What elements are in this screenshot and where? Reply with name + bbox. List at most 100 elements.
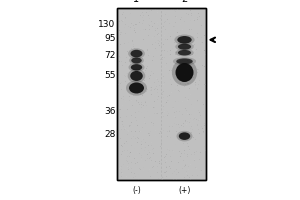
Point (202, 124, 207, 127)
Point (133, 116, 138, 119)
Point (169, 69, 174, 72)
Point (142, 129, 146, 132)
Point (126, 40, 131, 44)
Point (116, 92, 120, 95)
Point (176, 29, 181, 33)
Point (194, 83, 198, 86)
Point (116, 49, 121, 52)
Point (155, 98, 160, 101)
Point (163, 20, 168, 24)
Point (187, 155, 192, 159)
Point (160, 175, 165, 178)
Point (174, 163, 179, 167)
Point (182, 157, 186, 160)
Point (165, 38, 170, 41)
Point (119, 128, 124, 131)
Point (153, 134, 158, 137)
Point (129, 90, 134, 93)
Point (180, 72, 184, 75)
Point (149, 133, 154, 137)
Point (174, 88, 179, 92)
Point (125, 50, 130, 53)
Point (188, 57, 193, 60)
Point (119, 60, 124, 63)
Point (182, 152, 187, 155)
Point (198, 140, 203, 143)
Point (194, 59, 199, 63)
Point (173, 63, 178, 66)
Point (138, 93, 143, 96)
Point (178, 41, 183, 45)
Point (171, 150, 176, 153)
Point (174, 31, 179, 35)
Point (150, 24, 155, 28)
Point (200, 136, 204, 139)
Point (192, 117, 197, 120)
Point (183, 90, 188, 94)
Point (160, 72, 165, 76)
Point (165, 103, 170, 106)
Point (139, 49, 144, 52)
Point (152, 95, 157, 98)
Point (159, 19, 164, 22)
Point (170, 148, 175, 152)
Point (180, 28, 185, 31)
Point (161, 11, 166, 14)
Point (152, 22, 157, 25)
Point (186, 57, 190, 60)
Point (159, 45, 164, 48)
Point (188, 61, 192, 64)
Point (148, 130, 153, 133)
Point (137, 7, 142, 10)
Point (134, 84, 138, 88)
Point (153, 80, 158, 84)
Point (168, 35, 173, 38)
Point (170, 118, 175, 121)
Point (124, 18, 129, 21)
Point (126, 154, 131, 157)
Point (178, 23, 183, 26)
Point (158, 50, 162, 54)
Ellipse shape (128, 48, 145, 59)
Point (164, 175, 169, 178)
Point (157, 159, 161, 162)
Point (139, 143, 144, 146)
Point (181, 172, 185, 175)
Point (154, 73, 159, 76)
Point (170, 172, 175, 175)
Point (116, 164, 121, 167)
Point (135, 124, 140, 127)
Text: 2: 2 (182, 0, 188, 4)
Point (160, 129, 164, 132)
Point (184, 163, 188, 166)
Point (162, 90, 167, 94)
Point (180, 56, 185, 60)
Point (192, 95, 197, 98)
Point (202, 10, 207, 13)
Point (198, 151, 203, 154)
Point (166, 112, 171, 115)
Point (191, 18, 196, 21)
Point (192, 19, 197, 22)
Point (191, 106, 196, 109)
Point (140, 110, 144, 113)
Point (149, 141, 154, 144)
Point (184, 75, 188, 78)
Point (193, 59, 198, 62)
Point (180, 75, 185, 78)
Point (118, 166, 122, 169)
Point (128, 166, 133, 169)
Point (135, 134, 140, 138)
Point (194, 85, 199, 88)
Point (131, 24, 136, 27)
Point (126, 70, 130, 73)
Point (186, 12, 191, 15)
Point (178, 155, 183, 158)
Point (148, 52, 152, 56)
Point (179, 152, 184, 155)
Point (141, 166, 146, 169)
Point (134, 23, 138, 26)
Point (191, 76, 196, 79)
Point (200, 41, 205, 44)
Point (191, 133, 196, 137)
